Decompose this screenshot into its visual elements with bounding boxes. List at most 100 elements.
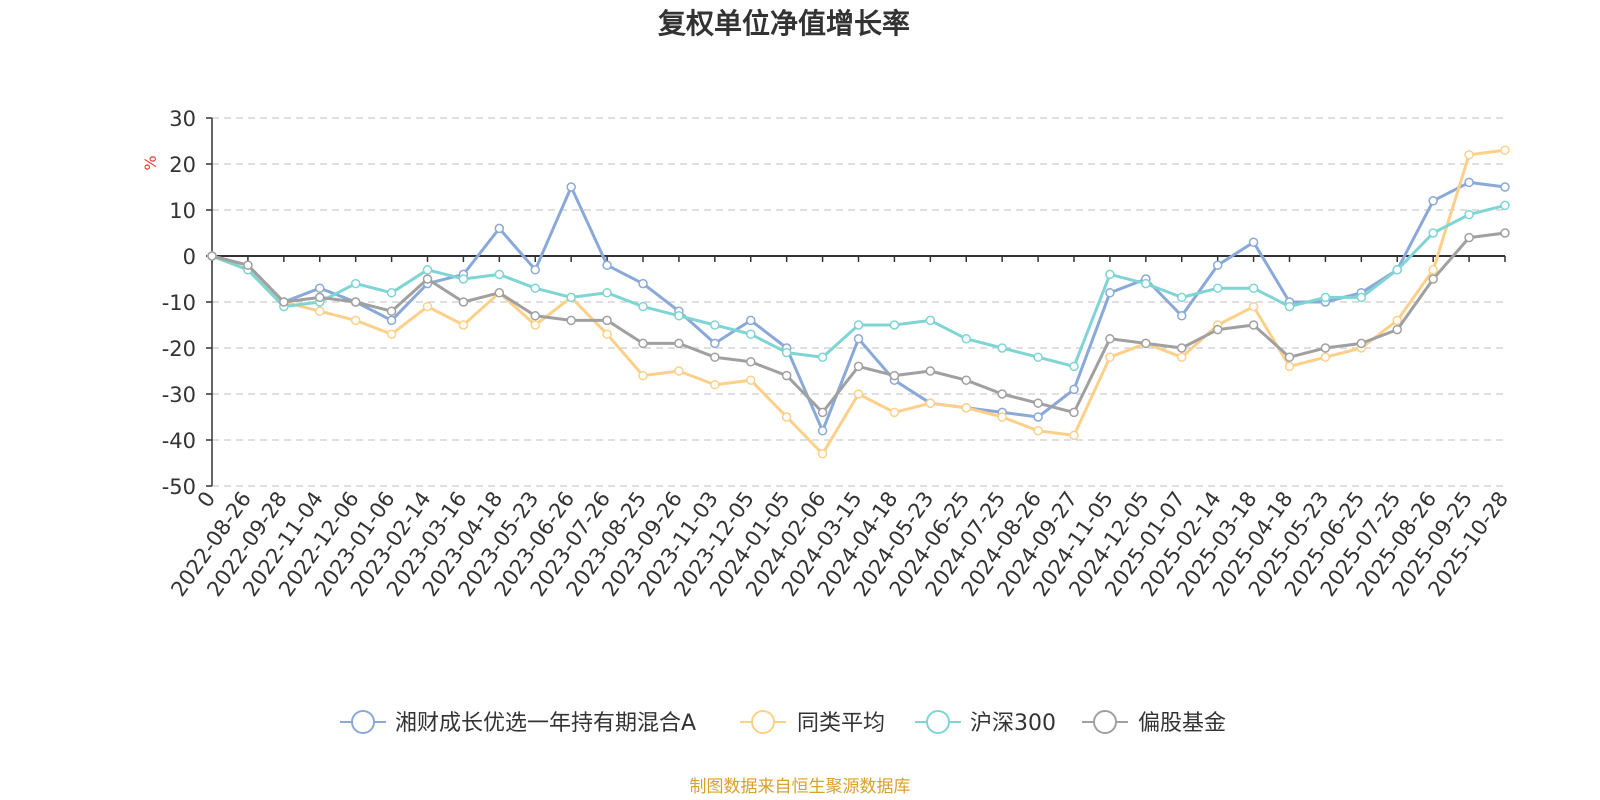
data-point <box>1248 237 1259 247</box>
legend[interactable]: 湘财成长优选一年持有期混合A 同类平均 沪深300 偏股基金 <box>340 710 1226 736</box>
data-point <box>710 352 720 362</box>
data-point <box>315 283 325 293</box>
data-point <box>458 320 469 330</box>
data-point <box>350 278 361 289</box>
data-point <box>889 407 900 418</box>
data-point <box>925 366 936 376</box>
data-point <box>817 407 828 418</box>
source-note: 制图数据来自恒生聚源数据库 <box>690 777 911 797</box>
data-point <box>1284 301 1295 312</box>
data-point <box>961 334 971 344</box>
data-point <box>925 398 936 408</box>
data-point <box>1500 200 1510 211</box>
data-point <box>997 412 1007 422</box>
data-point <box>638 370 648 381</box>
legend-item-2[interactable]: 同类平均 <box>740 710 885 736</box>
data-point <box>1464 150 1474 160</box>
data-point <box>1141 278 1151 289</box>
data-point <box>1141 338 1151 349</box>
legend-marker <box>926 710 950 734</box>
legend-item-3[interactable]: 沪深300 <box>915 710 1056 736</box>
series-layer <box>207 145 1510 459</box>
data-point <box>746 315 756 326</box>
data-point <box>422 265 433 275</box>
data-point <box>458 297 469 307</box>
data-point <box>386 315 397 326</box>
data-point <box>889 370 900 381</box>
data-point <box>1464 209 1474 220</box>
data-point <box>1212 260 1223 270</box>
data-point <box>315 292 325 303</box>
data-point <box>1284 361 1295 372</box>
data-point <box>853 334 864 344</box>
data-point <box>674 366 684 376</box>
data-point <box>1428 265 1438 275</box>
data-point <box>1069 430 1079 441</box>
legend-label: 偏股基金 <box>1138 711 1226 736</box>
data-point <box>386 329 397 339</box>
data-point <box>494 288 505 298</box>
series-4 <box>207 228 1510 418</box>
data-point <box>602 288 612 298</box>
data-point <box>1392 265 1402 275</box>
data-point <box>1464 232 1474 243</box>
data-point <box>530 320 540 330</box>
y-unit-label: % <box>141 155 160 170</box>
chart-title: 复权单位净值增长率 <box>658 7 910 40</box>
data-point <box>961 403 971 413</box>
y-tick-label: -30 <box>162 383 196 407</box>
data-point <box>279 297 289 307</box>
legend-marker <box>1093 710 1117 734</box>
data-point <box>997 343 1007 353</box>
data-point <box>566 315 576 326</box>
data-point <box>1320 343 1331 353</box>
data-point <box>566 182 576 192</box>
y-tick-label: 0 <box>183 245 196 269</box>
data-point <box>961 375 971 385</box>
data-point <box>315 306 325 316</box>
data-point <box>1105 334 1115 344</box>
data-point <box>1177 292 1187 303</box>
data-point <box>710 320 720 330</box>
data-point <box>925 315 936 326</box>
data-point <box>458 274 469 284</box>
data-point <box>1033 426 1043 436</box>
data-point <box>1177 352 1187 362</box>
legend-item-1[interactable]: 湘财成长优选一年持有期混合A <box>340 710 696 736</box>
data-point <box>1033 398 1043 408</box>
data-point <box>350 315 361 326</box>
data-point <box>710 380 720 390</box>
x-tick-label: 0 <box>193 487 220 512</box>
data-point <box>602 329 612 339</box>
data-point <box>1177 343 1187 353</box>
data-point <box>997 389 1007 399</box>
data-point <box>1105 352 1115 362</box>
data-point <box>494 223 505 234</box>
data-point <box>746 357 756 367</box>
data-point <box>422 301 433 312</box>
legend-item-4[interactable]: 偏股基金 <box>1082 710 1226 736</box>
data-point <box>1500 145 1510 155</box>
data-point <box>1105 269 1115 280</box>
data-point <box>1069 407 1079 418</box>
data-point <box>1033 352 1043 362</box>
legend-label: 同类平均 <box>797 711 885 736</box>
data-point <box>530 265 540 275</box>
y-tick-label: 30 <box>169 107 196 131</box>
data-point <box>674 338 684 349</box>
data-point <box>1428 196 1438 206</box>
data-point <box>1356 338 1367 349</box>
data-point <box>853 361 864 372</box>
data-point <box>1392 315 1402 326</box>
data-point <box>781 412 792 422</box>
axes: 3020100-10-20-30-40-5002022-08-262022-09… <box>162 107 1513 601</box>
data-point <box>1320 352 1331 362</box>
data-point <box>494 269 505 280</box>
legend-label: 沪深300 <box>970 711 1056 736</box>
y-tick-label: -40 <box>162 429 196 453</box>
y-tick-label: 10 <box>169 199 196 223</box>
data-point <box>817 352 828 362</box>
data-point <box>1392 324 1402 335</box>
data-point <box>1212 283 1223 293</box>
data-point <box>710 338 720 349</box>
